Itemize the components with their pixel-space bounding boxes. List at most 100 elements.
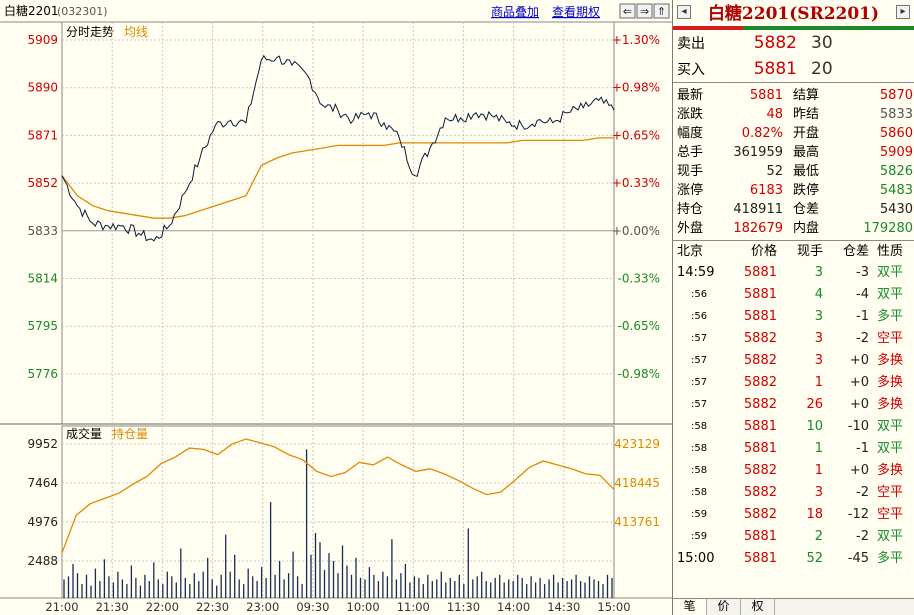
intraday-chart-svg[interactable]: 白糖2201(032301) 商品叠加 查看期权 ⇐ ⇒ ⇑ 5909 +1.30% 5890 +…	[0, 0, 672, 615]
time-axis-label: 11:00	[397, 600, 430, 614]
tick-volume: 1	[814, 375, 823, 390]
stat-value: 5430	[879, 202, 913, 217]
tick-row[interactable]: :58 5881 1 -1 双平	[673, 438, 914, 460]
arrow-up-icon-glyph: ⇑	[657, 5, 666, 18]
stat-label: 涨停	[677, 183, 704, 198]
time-axis-label: 22:30	[196, 600, 229, 614]
tick-row[interactable]: 15:00 5881 52 -45 多平	[673, 548, 914, 570]
tick-time: :59	[691, 509, 708, 520]
arrow-left-icon-glyph: ⇐	[623, 5, 632, 18]
orderbook-label: 买入	[677, 62, 705, 78]
volume-plot-frame	[61, 425, 615, 599]
price-tick-label: 5814	[27, 272, 58, 286]
tick-volume: 3	[814, 265, 823, 280]
tick-row[interactable]: :58 5881 10 -10 双平	[673, 416, 914, 438]
tab-rights[interactable]: 权	[741, 599, 775, 615]
stat-value: 5870	[879, 88, 913, 103]
tick-row[interactable]: :59 5882 18 -12 空平	[673, 504, 914, 526]
tab-price[interactable]: 价	[707, 599, 741, 615]
tick-nature: 多平	[876, 309, 903, 324]
tick-row[interactable]: :57 5882 1 +0 多换	[673, 372, 914, 394]
tick-row[interactable]: :58 5882 1 +0 多换	[673, 460, 914, 482]
quote-stats: 最新 5881 结算 5870 涨跌 48 昨结 5833 幅度 0.82% 开盘 5860 总手 361…	[673, 83, 914, 240]
stat-label: 仓差	[793, 202, 820, 217]
ticks-header: 北京 价格 现手 仓差 性质	[673, 241, 914, 262]
arrow-right-icon-glyph: ⇒	[640, 5, 649, 18]
tick-nature: 多换	[876, 463, 903, 478]
tick-volume: 3	[814, 309, 823, 324]
tick-time: :58	[691, 487, 708, 498]
tick-row[interactable]: :57 5882 3 +0 多换	[673, 350, 914, 372]
time-axis-label: 21:00	[45, 600, 78, 614]
tick-time: :59	[691, 531, 708, 542]
avg-price-line	[61, 137, 614, 219]
stat-value: 5826	[879, 164, 913, 179]
tick-row[interactable]: :57 5882 26 +0 多换	[673, 394, 914, 416]
view-options-button[interactable]: 查看期权	[552, 5, 600, 19]
tick-volume: 3	[814, 485, 823, 500]
arrow-right-icon[interactable]	[636, 3, 653, 19]
tick-nature: 双平	[876, 529, 903, 544]
tick-row[interactable]: :58 5882 3 -2 空平	[673, 482, 914, 504]
volume-tick-label: 2488	[27, 554, 58, 568]
pct-tick-label: -0.65%	[618, 319, 660, 333]
next-contract-icon[interactable]: ▸	[896, 5, 910, 19]
tick-oi-change: +0	[849, 463, 869, 478]
orderbook-price: 5882	[753, 33, 797, 53]
tick-row[interactable]: :57 5882 3 -2 空平	[673, 328, 914, 350]
price-legend: 分时走势	[66, 25, 114, 39]
time-axis-label: 14:00	[497, 600, 530, 614]
arrow-up-icon[interactable]	[653, 3, 670, 19]
tick-oi-change: -10	[847, 419, 869, 434]
price-line	[61, 54, 615, 242]
ticks-header-price: 价格	[750, 244, 777, 259]
tick-row[interactable]: :56 5881 4 -4 双平	[673, 284, 914, 306]
tick-price: 5882	[743, 463, 777, 478]
time-axis-label: 15:00	[597, 600, 630, 614]
prev-contract-icon[interactable]: ◂	[677, 5, 691, 19]
stat-value: 5860	[879, 126, 913, 141]
tick-nature: 多换	[876, 375, 903, 390]
stat-value: 6183	[749, 183, 783, 198]
overlay-button[interactable]: 商品叠加	[491, 4, 539, 19]
stat-label: 最低	[793, 164, 820, 179]
tick-oi-change: -2	[856, 485, 869, 500]
pct-tick-label: -0.98%	[618, 367, 660, 381]
stat-label: 涨跌	[677, 107, 704, 122]
tick-price: 5881	[743, 441, 777, 456]
instrument-name: 白糖2201	[4, 3, 59, 18]
price-tick-label: 5795	[27, 319, 58, 333]
tick-volume: 1	[814, 441, 823, 456]
quote-panel: 白糖2201(SR2201) ◂ ▸ 卖出 5882 30 买入 5881 20 最新 58…	[672, 0, 914, 615]
tick-volume: 10	[806, 419, 823, 434]
orderbook-price: 5881	[753, 59, 797, 79]
tick-row[interactable]: 14:59 5881 3 -3 双平	[673, 262, 914, 284]
time-axis-label: 22:00	[146, 600, 179, 614]
stat-value: 179280	[863, 221, 913, 236]
intraday-chart-area[interactable]: 白糖2201 (032301) 商品叠加 查看期权 ⇐ ⇒ ⇑ 5909 +1.30% 5890 +…	[0, 0, 672, 615]
time-axis-label: 14:30	[547, 600, 580, 614]
stat-value: 5483	[879, 183, 913, 198]
pct-tick-label: +0.65%	[612, 128, 660, 142]
ticks-tabs: 笔价权	[673, 598, 914, 615]
tick-row[interactable]: :59 5881 2 -2 双平	[673, 526, 914, 548]
tick-oi-change: -3	[856, 265, 869, 280]
stat-value: 361959	[733, 145, 783, 160]
tick-price: 5881	[743, 551, 777, 566]
tick-time: :57	[691, 355, 708, 366]
tab-trades[interactable]: 笔	[673, 599, 707, 615]
title-color-bar	[673, 26, 914, 30]
tick-nature: 多平	[876, 551, 903, 566]
tick-row[interactable]: :56 5881 3 -1 多平	[673, 306, 914, 328]
arrow-left-icon[interactable]	[619, 3, 636, 19]
stat-value: 0.82%	[741, 126, 783, 141]
bid-row[interactable]: 买入 5881 20	[673, 56, 914, 82]
orderbook-volume: 20	[811, 59, 833, 79]
tick-volume: 3	[814, 331, 823, 346]
ticks-list[interactable]: 14:59 5881 3 -3 双平:56 5881 4 -4 双平:56 5881 3 -1 多平:5…	[673, 262, 914, 570]
tick-price: 5882	[743, 331, 777, 346]
volume-tick-label: 7464	[27, 476, 58, 490]
ask-row[interactable]: 卖出 5882 30	[673, 30, 914, 56]
tick-oi-change: -45	[847, 551, 869, 566]
tick-nature: 空平	[876, 331, 903, 346]
